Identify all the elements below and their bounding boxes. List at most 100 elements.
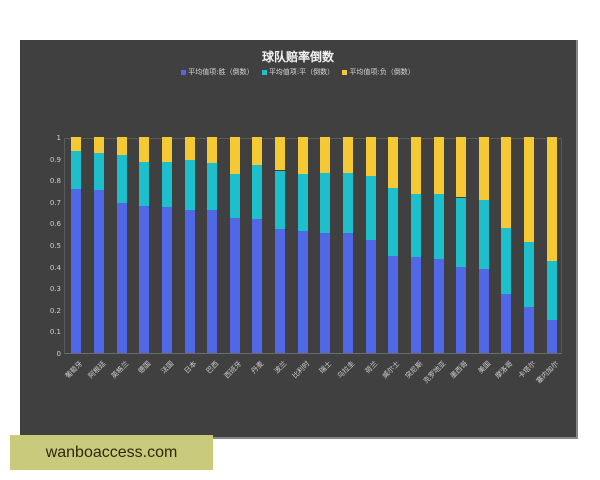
bar-segment (297, 137, 308, 174)
bar-segment (388, 187, 399, 256)
bar-segment (342, 233, 353, 353)
stacked-bar[interactable] (297, 137, 308, 353)
bar-segment (342, 172, 353, 234)
bar-segment (546, 137, 557, 262)
stacked-bar[interactable] (433, 137, 444, 353)
stacked-bar[interactable] (478, 137, 489, 353)
stacked-bar[interactable] (456, 137, 467, 353)
x-tick-label: 比利时 (290, 359, 312, 381)
x-tick-label: 波兰 (272, 359, 289, 376)
stacked-bar[interactable] (161, 137, 172, 353)
x-tick-label: 日本 (182, 359, 198, 376)
bar-segment (71, 188, 82, 353)
bar-segment (501, 227, 512, 294)
bar-segment (388, 255, 399, 353)
y-tick-label: 0.8 (49, 177, 61, 186)
bar-segment (229, 218, 240, 353)
legend-item-draw[interactable]: 平均值项:平（倒数） (261, 67, 334, 77)
y-tick-label: 0.2 (49, 306, 61, 315)
bar-segment (320, 172, 331, 234)
x-tick-label: 丹麦 (250, 359, 266, 376)
bar-segment (139, 137, 150, 162)
bar-segment (342, 137, 353, 173)
bar-segment (297, 173, 308, 231)
stacked-bar[interactable] (501, 137, 512, 353)
y-tick-label: 0.9 (49, 155, 61, 164)
bar-segment (365, 175, 376, 240)
chart-legend: 平均值项:胜（倒数） 平均值项:平（倒数） 平均值项:负（倒数） (20, 67, 576, 77)
x-tick-label: 美国 (476, 359, 493, 376)
bar-segment (388, 137, 399, 188)
bar-segment (478, 268, 489, 353)
bar-segment (456, 266, 467, 353)
legend-swatch-win (181, 69, 187, 75)
x-tick-label: 荷兰 (363, 359, 379, 376)
stacked-bar[interactable] (207, 137, 218, 353)
bar-segment (524, 241, 535, 307)
bar-segment (456, 137, 467, 198)
x-tick-label: 西班牙 (222, 359, 244, 381)
stacked-bar[interactable] (320, 137, 331, 353)
y-tick-label: 0.3 (49, 285, 61, 294)
stacked-bar[interactable] (524, 137, 535, 353)
stacked-bar[interactable] (275, 137, 286, 353)
bar-segment (93, 189, 104, 353)
y-tick-label: 0.1 (49, 328, 61, 337)
watermark: wanboaccess.com (10, 435, 213, 470)
legend-item-win[interactable]: 平均值项:胜（倒数） (181, 67, 254, 77)
stacked-bar[interactable] (388, 137, 399, 353)
stacked-bar[interactable] (184, 137, 195, 353)
bar-segment (320, 233, 331, 353)
stacked-bar[interactable] (93, 137, 104, 353)
bar-segment (365, 239, 376, 353)
bar-segment (184, 210, 195, 353)
bar-segment (456, 197, 467, 267)
stacked-bar[interactable] (546, 137, 557, 353)
bar-segment (275, 170, 286, 229)
bar-segment (161, 207, 172, 353)
bar-segment (297, 230, 308, 353)
bar-segment (207, 162, 218, 211)
stacked-bar[interactable] (342, 137, 353, 353)
bar-segment (410, 137, 421, 195)
bar-segment (71, 151, 82, 189)
y-tick-label: 0.6 (49, 220, 61, 229)
bar-segment (501, 293, 512, 353)
x-tick-label: 阿根廷 (86, 359, 108, 381)
bar-segment (71, 137, 82, 152)
bar-segment (546, 319, 557, 353)
bar-segment (252, 137, 263, 166)
y-tick-label: 0.5 (49, 242, 61, 250)
stacked-bar[interactable] (365, 137, 376, 353)
bar-segment (410, 256, 421, 353)
y-tick-label: 1 (56, 134, 61, 142)
bar-segment (524, 137, 535, 242)
x-tick-label: 英格兰 (109, 359, 130, 381)
stacked-bar[interactable] (116, 137, 127, 353)
bar-segment (252, 219, 263, 353)
bar-segment (524, 306, 535, 353)
bar-segment (116, 137, 127, 156)
x-tick-label: 墨西哥 (448, 359, 470, 381)
chart-panel: 球队赔率倒数 平均值项:胜（倒数） 平均值项:平（倒数） 平均值项:负（倒数） … (20, 40, 578, 439)
chart-title: 球队赔率倒数 (261, 50, 334, 64)
legend-swatch-loss (342, 69, 348, 75)
bar-segment (410, 194, 421, 257)
stacked-bar[interactable] (229, 137, 240, 353)
legend-item-loss[interactable]: 平均值项:负（倒数） (342, 67, 415, 77)
stacked-bar[interactable] (410, 137, 421, 353)
bar-segment (252, 165, 263, 220)
bar-segment (433, 259, 444, 353)
bar-segment (433, 137, 444, 195)
bar-segment (93, 137, 104, 154)
stacked-bar[interactable] (139, 137, 150, 353)
bar-segment (116, 155, 127, 203)
stacked-bar[interactable] (252, 137, 263, 353)
bar-segment (365, 137, 376, 176)
y-tick-label: 0.7 (49, 198, 61, 207)
bar-segment (229, 173, 240, 218)
bar-segment (546, 261, 557, 320)
bar-segment (161, 161, 172, 208)
stacked-bar[interactable] (71, 137, 82, 353)
bar-segment (93, 153, 104, 190)
